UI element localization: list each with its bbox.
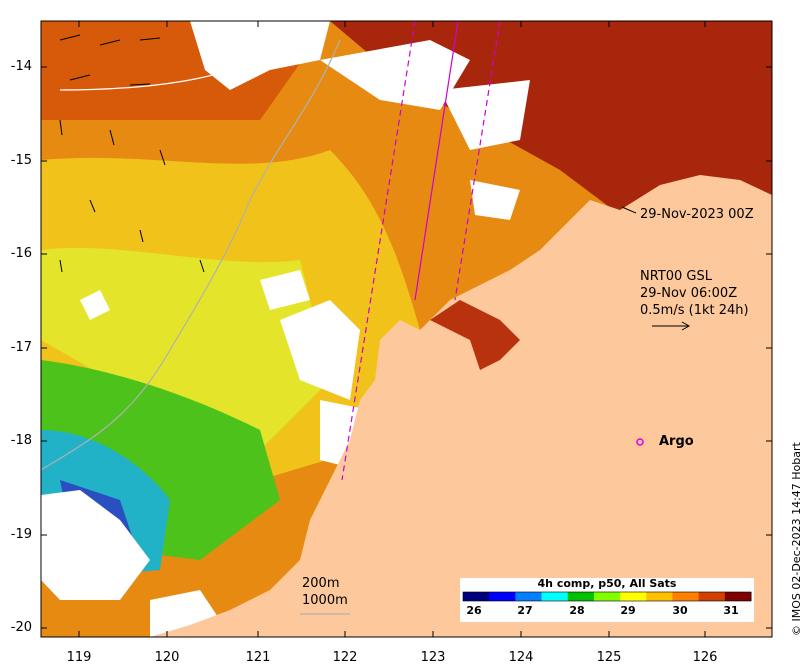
- argo-label: Argo: [659, 434, 694, 449]
- colorbar-frame: [462, 591, 752, 602]
- x-tick-label: 123: [420, 650, 446, 665]
- colorbar-swatch: [646, 592, 673, 601]
- x-tick-label: 119: [66, 650, 92, 665]
- colorbar-tick-label: 26: [466, 604, 482, 617]
- current-source-label: NRT00 GSL: [640, 269, 712, 284]
- colorbar-tick-label: 28: [569, 604, 585, 617]
- colorbar-title: 4h comp, p50, All Sats: [537, 577, 677, 590]
- contour-1000m: [59, 29, 311, 91]
- x-tick-label: 124: [508, 650, 534, 665]
- colorbar-swatch: [620, 592, 647, 601]
- land-mass: [150, 175, 772, 637]
- y-tick-label: -15: [10, 153, 32, 168]
- colorbar-swatch: [724, 592, 752, 601]
- x-tick-label: 126: [692, 650, 718, 665]
- colorbar-tick-label: 27: [517, 604, 533, 617]
- colorbar-swatch: [463, 592, 490, 601]
- current-time-label: 29-Nov 06:00Z: [640, 286, 738, 301]
- colorbar-swatch: [698, 592, 726, 601]
- x-tick-label: 121: [245, 650, 271, 665]
- swath-time-leader: [621, 206, 637, 214]
- swath-time-label: 29-Nov-2023 00Z: [640, 207, 754, 222]
- y-tick-label: -16: [10, 246, 32, 261]
- colorbar-swatch: [593, 592, 621, 601]
- colorbar-swatch: [541, 592, 569, 601]
- y-tick-label: -14: [10, 59, 32, 74]
- copyright-label: © IMOS 02-Dec-2023 14:47 Hobart: [790, 442, 803, 636]
- contour-200m: [41, 39, 341, 471]
- current-scale-label: 0.5m/s (1kt 24h): [640, 303, 749, 318]
- plot-frame: [40, 20, 773, 638]
- colorbar: [460, 578, 754, 622]
- y-tick-label: -19: [10, 527, 32, 542]
- axis-ticks: [41, 21, 772, 637]
- y-tick-label: -18: [10, 433, 32, 448]
- x-tick-label: 122: [332, 650, 358, 665]
- x-tick-label: 120: [154, 650, 180, 665]
- colorbar-swatch: [489, 592, 516, 601]
- satellite-swath: [341, 21, 501, 481]
- colorbar-swatch: [672, 592, 700, 601]
- y-tick-label: -20: [10, 620, 32, 635]
- contour-legend-1000m: 1000m: [302, 593, 348, 608]
- sst-field-lightyellow: [41, 247, 330, 460]
- colorbar-tick-label: 31: [723, 604, 739, 617]
- current-vectors: [59, 34, 205, 273]
- sst-map-area: [41, 21, 772, 637]
- colorbar-swatch: [515, 592, 543, 601]
- colorbar-tick-label: 30: [672, 604, 688, 617]
- colorbar-tick-label: 29: [620, 604, 636, 617]
- coastal-sst: [430, 300, 520, 370]
- y-tick-label: -17: [10, 340, 32, 355]
- x-tick-label: 125: [596, 650, 622, 665]
- colorbar-swatch: [567, 592, 595, 601]
- contour-legend-200m: 200m: [302, 576, 340, 591]
- argo-float-marker: [636, 438, 644, 446]
